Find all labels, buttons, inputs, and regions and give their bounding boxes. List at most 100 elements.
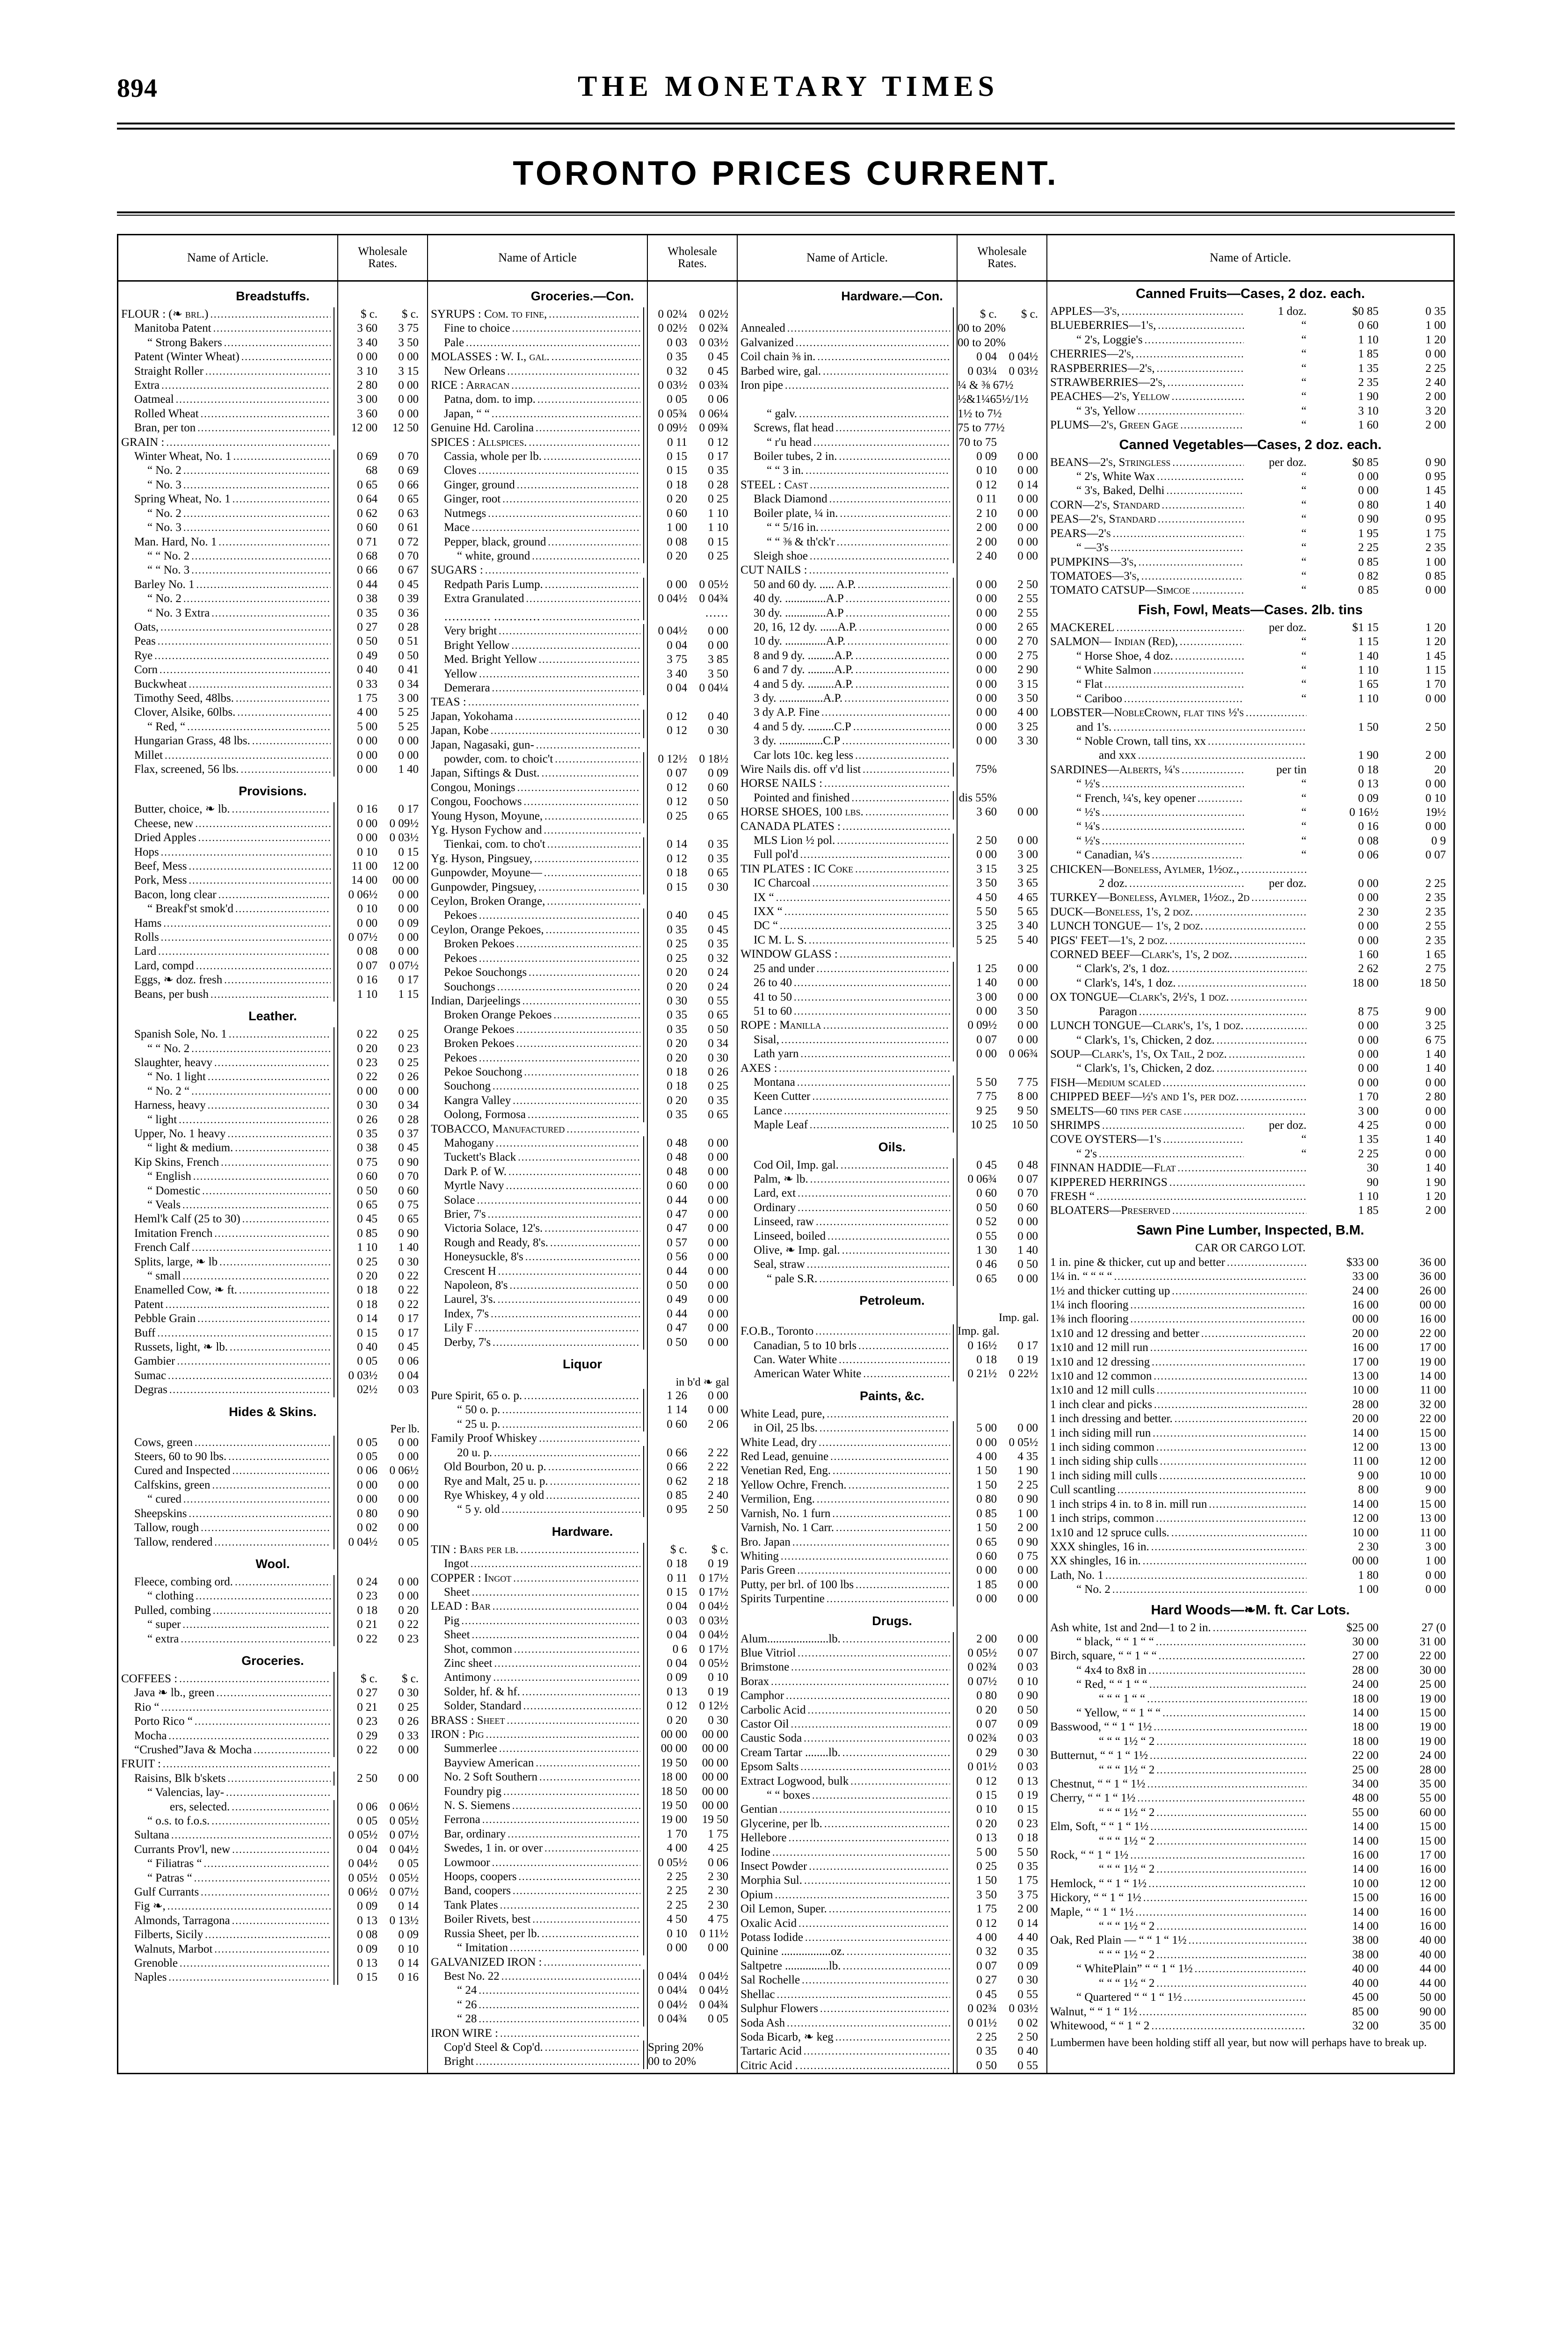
leader-dots: ........................................… [1143,1892,1307,1904]
price-low: 0 09 [976,450,997,463]
price-high: 3 00 [398,691,419,705]
leader-dots: ........................................… [179,1113,331,1126]
leader-dots: ........................................… [1162,1076,1307,1089]
leader-dots: ........................................… [1158,1650,1307,1662]
leader-dots: ........................................… [536,422,640,434]
price-row: Gunpowder, Pingsuey,....................… [428,880,737,895]
price-high: 1 40 [1425,1133,1446,1146]
leader-dots: ........................................… [191,564,331,576]
price-high: 1 75 [1425,527,1446,540]
price-row: Broken Pekoes...........................… [428,937,737,952]
leader-dots: ........................................… [1172,456,1244,468]
price-high: 0 00 [398,350,419,363]
price-row: Walnuts, Marbot.........................… [118,1942,427,1957]
article-name: Steers, 60 to 90 lbs. [134,1450,227,1463]
column-4-header: Name of Article. [1047,235,1453,282]
price-cell: 0 60 0 00 [643,1179,737,1193]
leader-dots: ........................................… [195,1715,331,1728]
leader-dots: ........................................… [1149,1678,1307,1691]
article-name: IRON WIRE : [431,2027,498,2040]
price-low: 0 23 [357,1590,377,1603]
price-row: Venetian Red, Eng.......................… [738,1464,1046,1478]
unit-cell: “ [1301,348,1307,361]
price-low: 0 00 [1358,1047,1379,1061]
leader-dots: ........................................… [824,777,950,790]
price-row: CHICKEN—Boneless, Aylmer, 1½oz.,........… [1047,863,1453,877]
price-cell: 3 00 0 00 [1309,1104,1453,1119]
leader-dots: ........................................… [1157,471,1244,483]
price-cell: 1 10 1 15 [334,987,427,1002]
price-low: 0 05½ [967,1646,997,1659]
price-cell: 2 00 0 00 [953,1632,1046,1646]
price-high: 0 03 [1017,1661,1038,1674]
price-high: 1 75 [708,1827,728,1840]
price-cell: 2 25 2 30 [643,1884,737,1898]
price-row: PIGS' FEET—1's, 2 doz...................… [1047,934,1453,948]
leader-dots: ........................................… [799,1917,950,1929]
price-row: Hams....................................… [118,916,427,931]
price-cell: 0 60 0 70 [334,1170,427,1184]
article-name: Kangra Valley [444,1094,511,1107]
price-row: Congou, Monings.........................… [428,780,737,795]
leader-dots: ........................................… [1156,1764,1307,1776]
article-name: American Water White [754,1367,862,1380]
price-high: 0 17 [398,803,419,816]
unit-cell: “ [1301,777,1307,791]
section-unit-label: Imp. gal. [999,1312,1039,1324]
leader-dots: ........................................… [479,2013,640,2025]
price-high: 5 25 [398,720,419,733]
price-low: 2 30 [1358,905,1379,918]
price-cell: 0 02½ 0 02¾ [643,321,737,336]
article-name: Olive, ❧ Imp. gal. [754,1244,840,1257]
leader-dots: ........................................… [482,1814,640,1826]
price-row: White Lead, dry.........................… [738,1435,1046,1450]
price-cell: 9 25 9 50 [953,1104,1046,1119]
price-cell: 3 50 3 75 [953,1888,1046,1903]
price-high: 0 16 [398,1971,419,1984]
article-name: Pekoes [444,909,477,922]
price-high: 0 34 [708,1037,728,1050]
leader-dots: ........................................… [227,1127,331,1140]
price-cell: $33 00 36 00 [1309,1256,1453,1270]
price-low: 0 66 [667,1446,687,1459]
price-row: Band, coopers...........................… [428,1884,737,1898]
price-low: 5 00 [976,1845,997,1859]
leader-dots: ........................................… [211,607,331,619]
price-high: 0 17 [398,973,419,987]
unit-cell: “ [1301,584,1307,597]
leader-dots: ........................................… [503,1785,640,1797]
price-low: 0 07 [976,1959,997,1972]
price-high: 3 40 [1017,919,1038,932]
price-cell: 0 15 0 30 [643,880,737,895]
price-high: 17 00 [1419,1849,1446,1862]
price-high: 0 00 [398,888,419,901]
price-cell: 0 09 0 10 [643,1671,737,1685]
price-row: MACKEREL................................… [1047,621,1453,635]
price-low: 0 25 [357,1255,377,1268]
article-name: Pure Spirit, 65 o. p. [431,1389,523,1402]
price-row: Boiler tubes, 2 in......................… [738,450,1046,464]
price-high: 0 30 [708,1714,728,1727]
price-cell: 14 00 00 00 [334,873,427,888]
price-high [999,1324,1040,1338]
leader-dots: ........................................… [775,1889,950,1901]
column-1: Name of Article. Wholesale Rates. Breadst… [118,235,428,2073]
price-high: 1 10 [708,507,728,520]
price-low: 0 29 [976,1746,997,1759]
price-row: Hemlock, “ “ 1 “ 1½.....................… [1047,1877,1453,1891]
price-row: 30 dy. ..............A.P................… [738,606,1046,620]
price-cell: 0 50 0 60 [953,1200,1046,1215]
price-high: 1 15 [398,988,419,1001]
article-name: “ o.s. to f.o.s. [147,1815,210,1827]
price-row: Zinc sheet..............................… [428,1656,737,1671]
article-name: “ 2's, Loggie's [1076,333,1143,346]
price-row: Summerlee...............................… [428,1742,737,1756]
price-high [999,336,1040,350]
price-low: 18 00 [1352,976,1379,989]
article-name: Ferrona [444,1813,480,1826]
price-high: 0 09 [398,916,419,930]
unit-cell: per tin [1276,763,1307,776]
price-low: 0 04½ [658,625,688,638]
leader-dots: ........................................… [485,564,640,576]
